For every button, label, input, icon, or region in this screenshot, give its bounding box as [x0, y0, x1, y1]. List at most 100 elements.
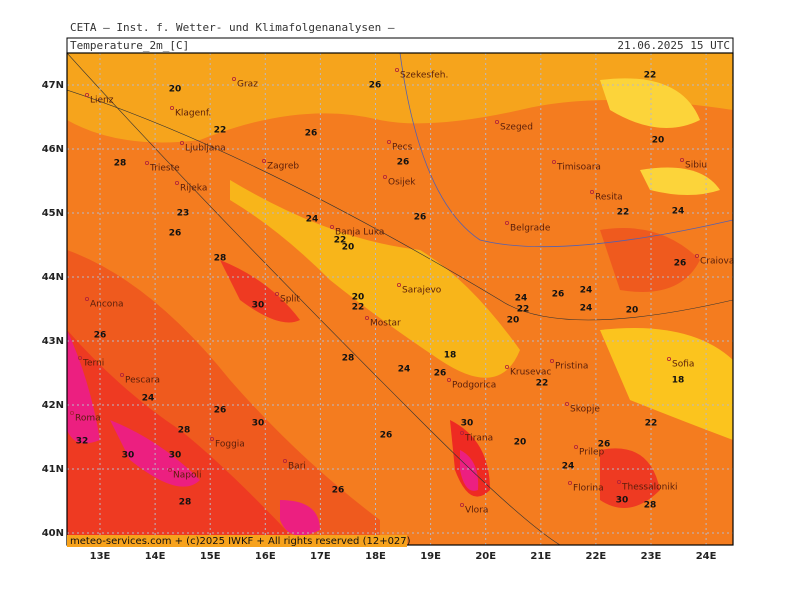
footer-bg — [67, 535, 407, 547]
lon-tick-label: 21E — [530, 551, 551, 562]
contour-label: 30 — [169, 451, 182, 461]
city-dot — [274, 291, 279, 296]
city-dot — [78, 355, 83, 360]
city-label: Vlora — [465, 506, 488, 516]
city-dot — [459, 430, 464, 435]
city-dot — [552, 159, 557, 164]
lat-tick-label: 43N — [42, 336, 64, 347]
contour-label: 20 — [342, 243, 355, 253]
city-dot — [169, 106, 174, 111]
city-dot — [565, 401, 570, 406]
lat-tick-label: 46N — [42, 144, 64, 155]
contour-label: 24 — [142, 394, 155, 404]
contour-label: 30 — [252, 419, 265, 429]
city-dot — [568, 480, 573, 485]
city-label: Rijeka — [180, 184, 207, 194]
city-dot — [144, 160, 149, 165]
city-dot — [459, 502, 464, 507]
contour-label: 28 — [342, 354, 355, 364]
city-dot — [282, 458, 287, 463]
contour-label: 26 — [674, 259, 687, 269]
city-label: Timisoara — [556, 163, 601, 173]
contour-label: 24 — [580, 304, 593, 314]
city-dot — [394, 68, 399, 73]
contour-label: 26 — [169, 229, 182, 239]
city-dot — [174, 180, 179, 185]
city-label: Mostar — [370, 319, 401, 329]
contour-label: 26 — [369, 81, 382, 91]
source-header: CETA — Inst. f. Wetter- und Klimafolgena… — [70, 21, 395, 34]
map-title: Temperature_2m_[C] — [70, 39, 189, 52]
city-label: Craiova — [700, 257, 734, 267]
contour-label: 22 — [536, 379, 549, 389]
contour-label: 22 — [645, 419, 658, 429]
contour-label: 24 — [398, 365, 411, 375]
city-dot — [261, 158, 266, 163]
contour-label: 26 — [434, 369, 447, 379]
city-dot — [695, 253, 700, 258]
city-dot — [386, 139, 391, 144]
city-label: Resita — [595, 193, 623, 203]
city-dot — [231, 77, 236, 82]
contour-label: 20 — [352, 293, 365, 303]
lon-tick-label: 17E — [310, 551, 331, 562]
city-dot — [550, 358, 555, 363]
city-label: Pescara — [125, 376, 160, 386]
city-label: Sofia — [672, 360, 694, 370]
city-dot — [617, 479, 622, 484]
city-dot — [179, 140, 184, 145]
city-label: Split — [280, 295, 300, 305]
city-dot — [680, 157, 685, 162]
contour-label: 22 — [214, 126, 227, 136]
city-label: Krusevac — [510, 368, 551, 378]
contour-label: 18 — [672, 376, 685, 386]
lat-tick-label: 41N — [42, 464, 64, 475]
contour-label: 20 — [507, 316, 520, 326]
city-label: Ancona — [90, 300, 124, 310]
city-label: Tirana — [464, 434, 493, 444]
city-label: Klagenf. — [175, 109, 211, 119]
city-dot — [85, 296, 90, 301]
city-label: Szeged — [500, 123, 533, 133]
contour-label: 22 — [644, 71, 657, 81]
contour-label: 26 — [397, 158, 410, 168]
lon-tick-label: 19E — [420, 551, 441, 562]
lat-tick-label: 40N — [42, 528, 64, 539]
city-label: Lienz — [90, 96, 114, 106]
contour-label: 30 — [461, 419, 474, 429]
city-label: Szekesfeh. — [400, 71, 448, 81]
lon-tick-label: 20E — [475, 551, 496, 562]
city-label: Osijek — [388, 178, 416, 188]
city-label: Ljubljana — [185, 144, 226, 154]
city-dot — [364, 315, 369, 320]
contour-label: 30 — [616, 496, 629, 506]
contour-label: 30 — [252, 301, 265, 311]
lat-tick-label: 47N — [42, 80, 64, 91]
lon-tick-label: 15E — [200, 551, 221, 562]
lat-tick-label: 45N — [42, 208, 64, 219]
contour-label: 18 — [444, 351, 457, 361]
lat-tick-label: 44N — [42, 272, 64, 283]
contour-label: 22 — [617, 208, 630, 218]
contour-label: 24 — [672, 207, 685, 217]
city-label: Prilep — [579, 448, 605, 458]
lon-tick-label: 22E — [586, 551, 607, 562]
city-dot — [70, 410, 75, 415]
copyright: meteo-services.com + (c)2025 IWKF + All … — [70, 536, 411, 547]
city-label: Bari — [288, 462, 306, 472]
contour-label: 32 — [76, 437, 89, 447]
city-dot — [167, 467, 172, 472]
contour-label: 22 — [517, 305, 530, 315]
contour-label: 30 — [122, 451, 135, 461]
lon-tick-label: 18E — [365, 551, 386, 562]
city-dot — [494, 120, 499, 125]
city-label: Podgorica — [452, 381, 496, 391]
contour-label: 20 — [652, 136, 665, 146]
contour-label: 28 — [179, 498, 192, 508]
city-label: Pristina — [555, 362, 588, 372]
city-dot — [209, 436, 214, 441]
city-label: Florina — [573, 484, 604, 494]
contour-label: 26 — [332, 486, 345, 496]
city-label: Terni — [82, 359, 104, 369]
lon-tick-label: 14E — [145, 551, 166, 562]
